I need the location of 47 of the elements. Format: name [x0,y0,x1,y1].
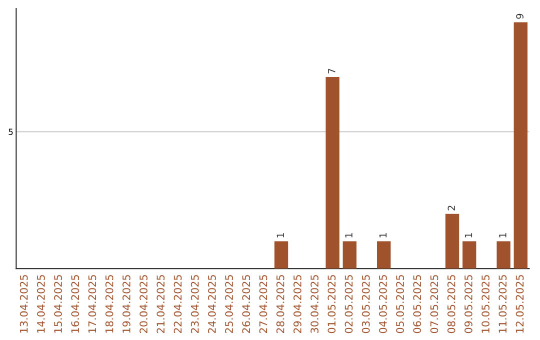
x-tick-label: 06.05.2025 [413,275,422,334]
bar [514,22,528,269]
x-tick-label: 25.04.2025 [225,275,233,334]
x-tick-label: 07.05.2025 [430,275,438,334]
x-tick-label: 03.05.2025 [362,275,370,334]
bar [496,241,510,269]
data-label: 2 [448,206,455,210]
x-tick-label: 30.04.2025 [310,275,318,334]
y-tick-label: 5 [8,128,13,135]
data-label: 9 [516,14,524,19]
bar [326,76,340,269]
x-tick-label: 01.05.2025 [328,275,336,334]
x-tick-label: 10.05.2025 [482,275,490,333]
x-tick-label: 19.04.2025 [122,275,130,333]
x-tick-label: 17.04.2025 [88,275,96,333]
x-tick-label: 05.05.2025 [396,275,404,334]
x-tick-label: 18.04.2025 [105,275,114,333]
x-tick-label: 08.05.2025 [447,275,456,334]
x-tick-label: 13.04.2025 [20,275,28,333]
bar [377,241,391,269]
x-tick-label: 26.04.2025 [242,275,250,334]
data-label: 1 [464,233,472,238]
bar [445,214,460,269]
data-label: 7 [328,68,336,74]
x-tick-label: 28.04.2025 [276,275,284,334]
data-label: 1 [345,233,352,238]
data-label: 1 [499,233,506,238]
data-label: 1 [379,233,387,238]
bar [462,241,476,269]
bar [342,241,356,269]
x-tick-label: 12.05.2025 [516,275,524,333]
data-label: 1 [276,233,284,238]
x-tick-label: 21.04.2025 [156,275,165,334]
x-tick-label: 02.05.2025 [344,275,353,334]
x-tick-label: 11.05.2025 [498,275,507,333]
x-tick-label: 09.05.2025 [464,275,472,334]
x-tick-label: 14.04.2025 [36,275,45,333]
x-tick-label: 27.04.2025 [259,275,268,334]
x-tick-label: 29.04.2025 [293,275,302,334]
x-tick-label: 20.04.2025 [140,275,148,334]
x-tick-label: 16.04.2025 [71,275,80,333]
bar [274,241,288,269]
x-tick-label: 24.04.2025 [208,275,216,334]
x-tick-label: 23.04.2025 [190,275,199,334]
x-tick-label: 22.04.2025 [174,275,182,334]
x-tick-label: 04.05.2025 [378,275,387,334]
x-tick-label: 15.04.2025 [54,275,62,333]
